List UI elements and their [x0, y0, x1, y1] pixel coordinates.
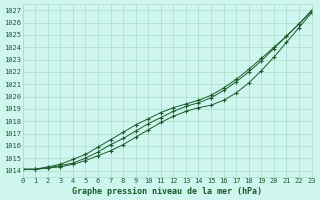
X-axis label: Graphe pression niveau de la mer (hPa): Graphe pression niveau de la mer (hPa) — [72, 187, 262, 196]
